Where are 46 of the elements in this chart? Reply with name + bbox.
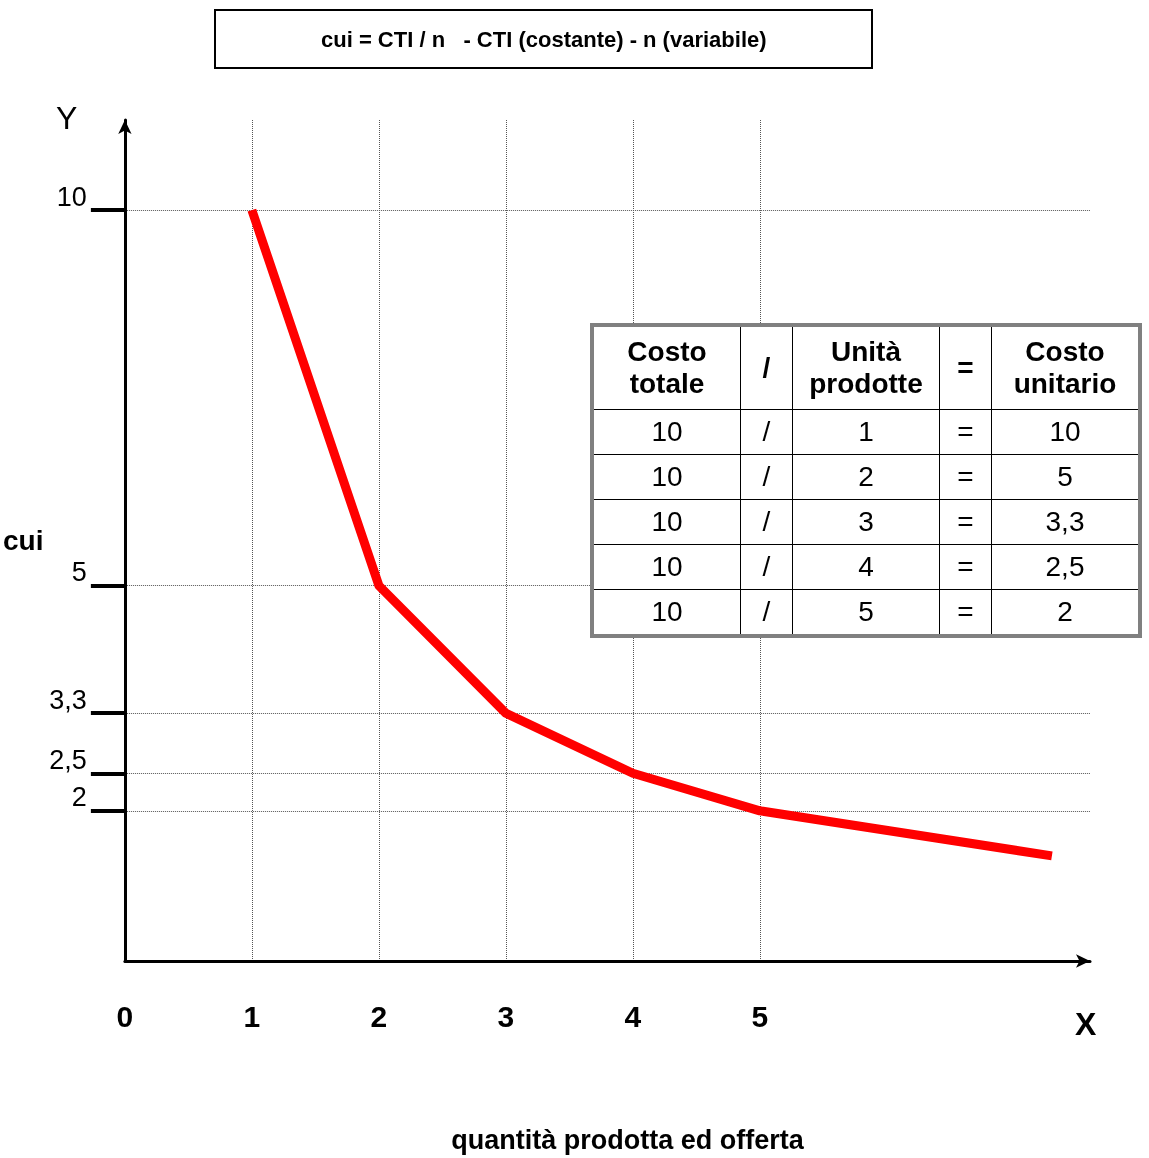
y-tick-label: 3,3 xyxy=(49,684,87,715)
x-tick-label: 1 xyxy=(243,999,261,1033)
x-tick-label: 2 xyxy=(370,999,388,1033)
annotation: / xyxy=(740,325,793,410)
text: 10 xyxy=(651,506,683,537)
text: 10 xyxy=(651,596,683,627)
text: 2 xyxy=(1057,596,1073,627)
text: 5 xyxy=(858,596,874,627)
annotation: 10 xyxy=(592,409,741,455)
annotation: = xyxy=(939,325,992,410)
text: = xyxy=(957,461,974,492)
text: 10 xyxy=(651,551,683,582)
x-tick-label: 5 xyxy=(751,999,769,1033)
y-tick-label: 10 xyxy=(56,181,87,212)
annotation: 5 xyxy=(991,454,1140,500)
text: / xyxy=(762,461,771,492)
y-tick-label: 5 xyxy=(71,557,87,588)
text: X xyxy=(1075,1006,1097,1042)
annotation: Costo totale xyxy=(592,325,741,410)
text: / xyxy=(762,506,771,537)
text: 10 xyxy=(651,461,683,492)
x-tick-label: 0 xyxy=(116,999,134,1033)
annotation: Costo unitario xyxy=(991,325,1140,410)
y-tick-label: 2 xyxy=(71,782,87,813)
text: = xyxy=(957,596,974,627)
annotation: 1 xyxy=(792,409,940,455)
text: = xyxy=(957,551,974,582)
annotation: 2 xyxy=(792,454,940,500)
text: = xyxy=(957,506,974,537)
text: = xyxy=(957,416,974,447)
text: / xyxy=(762,596,771,627)
chart-title: cui = CTI / n - CTI (costante) - n (variabile) xyxy=(321,26,767,52)
x-tick-label: 3 xyxy=(497,999,515,1033)
annotation: Unità prodotte xyxy=(792,325,940,410)
text: Y xyxy=(56,100,78,136)
text: 10 xyxy=(1049,416,1081,447)
y-tick-label: 2,5 xyxy=(49,744,87,775)
x-axis-title: quantità prodotta ed offerta xyxy=(451,1124,805,1155)
text: 2,5 xyxy=(1045,551,1085,582)
text: / xyxy=(762,416,771,447)
text: / xyxy=(762,551,771,582)
annotation: 4 xyxy=(792,544,940,590)
text: 3,3 xyxy=(1045,506,1085,537)
x-tick-label: 4 xyxy=(624,999,642,1033)
annotation: 3 xyxy=(792,499,940,545)
y-axis-title: cui xyxy=(2,525,44,556)
